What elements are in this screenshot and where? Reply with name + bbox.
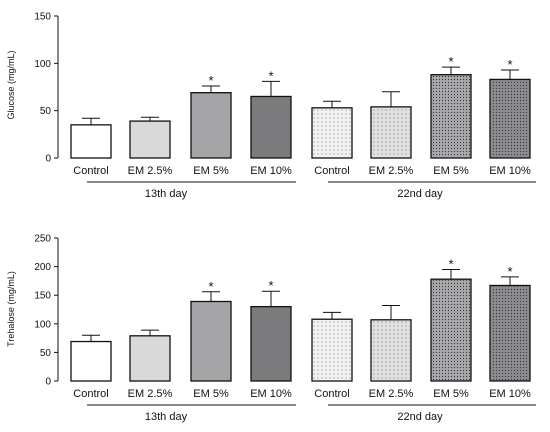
bar-pattern [313, 320, 351, 380]
x-tick-label: EM 10% [250, 165, 292, 177]
chart-glucose: Glucose (mg/mL) 0 50 100 150 Control EM 2.5% *… [6, 12, 536, 200]
x-tick-label: EM 5% [433, 165, 469, 177]
x-tick-label: EM 5% [433, 388, 469, 400]
bar-pattern [432, 75, 470, 157]
y-tick-label: 50 [40, 348, 52, 359]
x-tick-label: EM 5% [193, 165, 229, 177]
x-tick-label: EM 2.5% [128, 165, 173, 177]
bar-pattern [372, 320, 410, 380]
y-tick-label: 100 [34, 319, 51, 330]
bar-pattern [432, 280, 470, 380]
significance-star: * [268, 278, 273, 293]
y-tick-label: 250 [34, 234, 51, 245]
bar-glucose-13th-1 [129, 120, 171, 159]
significance-star: * [507, 57, 512, 72]
bar-pattern [313, 108, 351, 157]
x-tick-label: EM 5% [193, 388, 229, 400]
y-tick-label: 100 [34, 59, 51, 70]
chart-trehalose: Trehalose (mg/mL) 0 50 100 150 200 250 Control… [6, 234, 536, 423]
x-tick-label: EM 2.5% [369, 165, 414, 177]
bar-trehalose-13th-1 [129, 335, 171, 382]
y-axis-title-glucose: Glucose (mg/mL) [6, 50, 16, 119]
y-tick-label: 0 [45, 154, 51, 165]
x-tick-label: Control [73, 388, 108, 400]
y-tick-label: 0 [45, 377, 51, 388]
significance-star: * [448, 54, 453, 69]
x-tick-label: Control [73, 165, 108, 177]
bar-trehalose-13th-0 [70, 340, 112, 382]
significance-star: * [208, 73, 213, 88]
x-tick-label: EM 2.5% [369, 388, 414, 400]
x-tick-label: EM 2.5% [128, 388, 173, 400]
y-tick-label: 150 [34, 291, 51, 302]
x-tick-label: EM 10% [250, 388, 292, 400]
bar-pattern [372, 107, 410, 157]
bar-pattern [491, 286, 529, 380]
bar-trehalose-13th-3 [250, 305, 292, 382]
y-tick-label: 200 [34, 262, 51, 273]
group-label: 13th day [145, 188, 188, 200]
x-tick-label: Control [314, 165, 349, 177]
y-tick-label: 50 [40, 106, 52, 117]
bar-pattern [491, 80, 529, 157]
y-tick-label: 150 [34, 12, 51, 23]
x-tick-label: Control [314, 388, 349, 400]
bar-trehalose-13th-2 [190, 300, 232, 382]
bar-glucose-13th-3 [250, 95, 292, 159]
group-label: 22nd day [397, 188, 443, 200]
bar-glucose-13th-0 [70, 124, 112, 159]
significance-star: * [507, 264, 512, 279]
significance-star: * [208, 279, 213, 294]
significance-star: * [448, 256, 453, 271]
x-tick-label: EM 10% [489, 165, 531, 177]
group-label: 22nd day [397, 411, 443, 423]
group-label: 13th day [145, 411, 188, 423]
x-tick-label: EM 10% [489, 388, 531, 400]
significance-star: * [268, 68, 273, 83]
bar-glucose-13th-2 [190, 92, 232, 159]
y-axis-title-trehalose: Trehalose (mg/mL) [6, 271, 16, 347]
